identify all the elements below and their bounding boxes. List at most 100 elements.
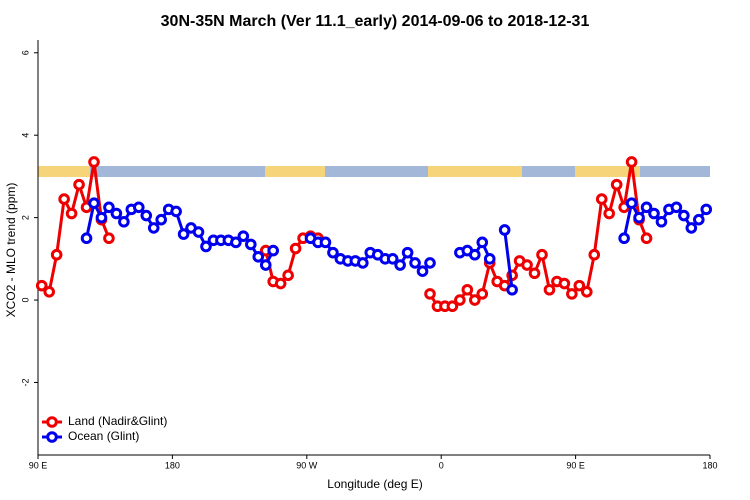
data-point <box>566 288 578 300</box>
data-point <box>401 246 414 259</box>
data-point <box>655 215 668 228</box>
data-point <box>394 259 406 271</box>
data-point <box>289 242 302 255</box>
data-point <box>573 279 586 292</box>
land-ocean-band <box>38 166 710 177</box>
data-point <box>476 236 489 249</box>
data-point <box>110 207 123 220</box>
y-tick-label: 2 <box>20 215 30 220</box>
data-point <box>640 201 653 214</box>
data-point <box>237 230 250 242</box>
data-point <box>73 178 85 191</box>
data-point <box>446 300 459 313</box>
data-point <box>88 156 100 168</box>
data-point <box>498 224 511 236</box>
data-point <box>274 277 287 290</box>
chart-title: 30N-35N March (Ver 11.1_early) 2014-09-0… <box>161 13 590 30</box>
data-point <box>469 294 481 306</box>
legend-marker <box>46 416 58 428</box>
y-tick-label: 4 <box>20 133 30 138</box>
data-point <box>245 238 257 251</box>
x-tick-label: 90 E <box>566 460 585 470</box>
data-point <box>416 265 429 277</box>
data-point <box>506 283 518 296</box>
data-point <box>536 248 548 261</box>
data-point <box>461 283 474 296</box>
data-point <box>633 211 645 224</box>
data-point <box>80 232 93 245</box>
data-point <box>327 246 339 259</box>
data-point <box>409 257 421 269</box>
data-point <box>424 257 436 269</box>
data-point <box>454 294 466 306</box>
data-point <box>685 222 698 234</box>
data-point <box>319 236 332 249</box>
y-tick-label: -2 <box>20 378 30 386</box>
data-point <box>469 248 481 261</box>
data-point <box>95 211 108 224</box>
data-point <box>147 222 160 234</box>
y-axis-label: XCO2 - MLO trend (ppm) <box>4 183 18 318</box>
data-point <box>357 257 369 269</box>
x-tick-label: 90 W <box>296 460 318 470</box>
data-point <box>610 178 623 191</box>
data-point <box>625 156 638 168</box>
data-point <box>603 207 616 220</box>
data-point <box>88 197 100 209</box>
data-point <box>483 253 496 265</box>
data-point <box>200 240 212 253</box>
data-point <box>103 201 115 214</box>
land-band <box>265 166 325 177</box>
data-point <box>678 209 690 222</box>
data-point <box>35 279 48 292</box>
data-point <box>528 267 541 280</box>
y-tick-label: 0 <box>20 298 30 303</box>
y-tick-label: 6 <box>20 50 30 55</box>
data-point <box>648 207 660 220</box>
data-point <box>65 207 78 220</box>
data-point <box>259 259 272 271</box>
data-point <box>543 283 556 296</box>
legend-label: Land (Nadir&Glint) <box>68 414 167 428</box>
data-point <box>625 197 638 209</box>
legend-marker <box>46 431 58 443</box>
x-tick-label: 0 <box>439 460 444 470</box>
x-axis-label: Longitude (deg E) <box>327 477 422 491</box>
data-point <box>103 232 115 245</box>
ocean-band <box>38 166 710 177</box>
data-point <box>386 253 399 265</box>
data-point <box>58 193 70 205</box>
data-point <box>133 201 145 214</box>
data-point <box>595 193 608 205</box>
land-band <box>428 166 522 177</box>
data-point <box>267 244 280 257</box>
x-tick-label: 180 <box>165 460 180 470</box>
data-point <box>521 259 533 271</box>
data-point <box>693 213 705 226</box>
data-point <box>252 250 265 263</box>
data-point <box>700 203 713 216</box>
data-point <box>118 215 130 228</box>
data-point <box>618 232 630 245</box>
legend-label: Ocean (Glint) <box>68 429 139 443</box>
data-point <box>424 288 436 300</box>
data-point <box>588 248 601 261</box>
land-band <box>38 166 90 177</box>
data-point <box>581 286 593 298</box>
data-point <box>476 288 489 300</box>
data-point <box>155 213 167 226</box>
x-tick-label: 90 E <box>29 460 48 470</box>
data-point <box>170 205 182 218</box>
data-point <box>140 209 153 222</box>
data-point <box>177 228 190 240</box>
data-point <box>670 201 683 214</box>
data-point <box>282 269 294 282</box>
data-point <box>640 232 653 245</box>
data-point <box>50 248 63 261</box>
data-point <box>43 286 56 298</box>
data-point <box>558 277 571 290</box>
land-band <box>575 166 640 177</box>
data-point <box>192 226 205 238</box>
data-point <box>230 236 242 249</box>
